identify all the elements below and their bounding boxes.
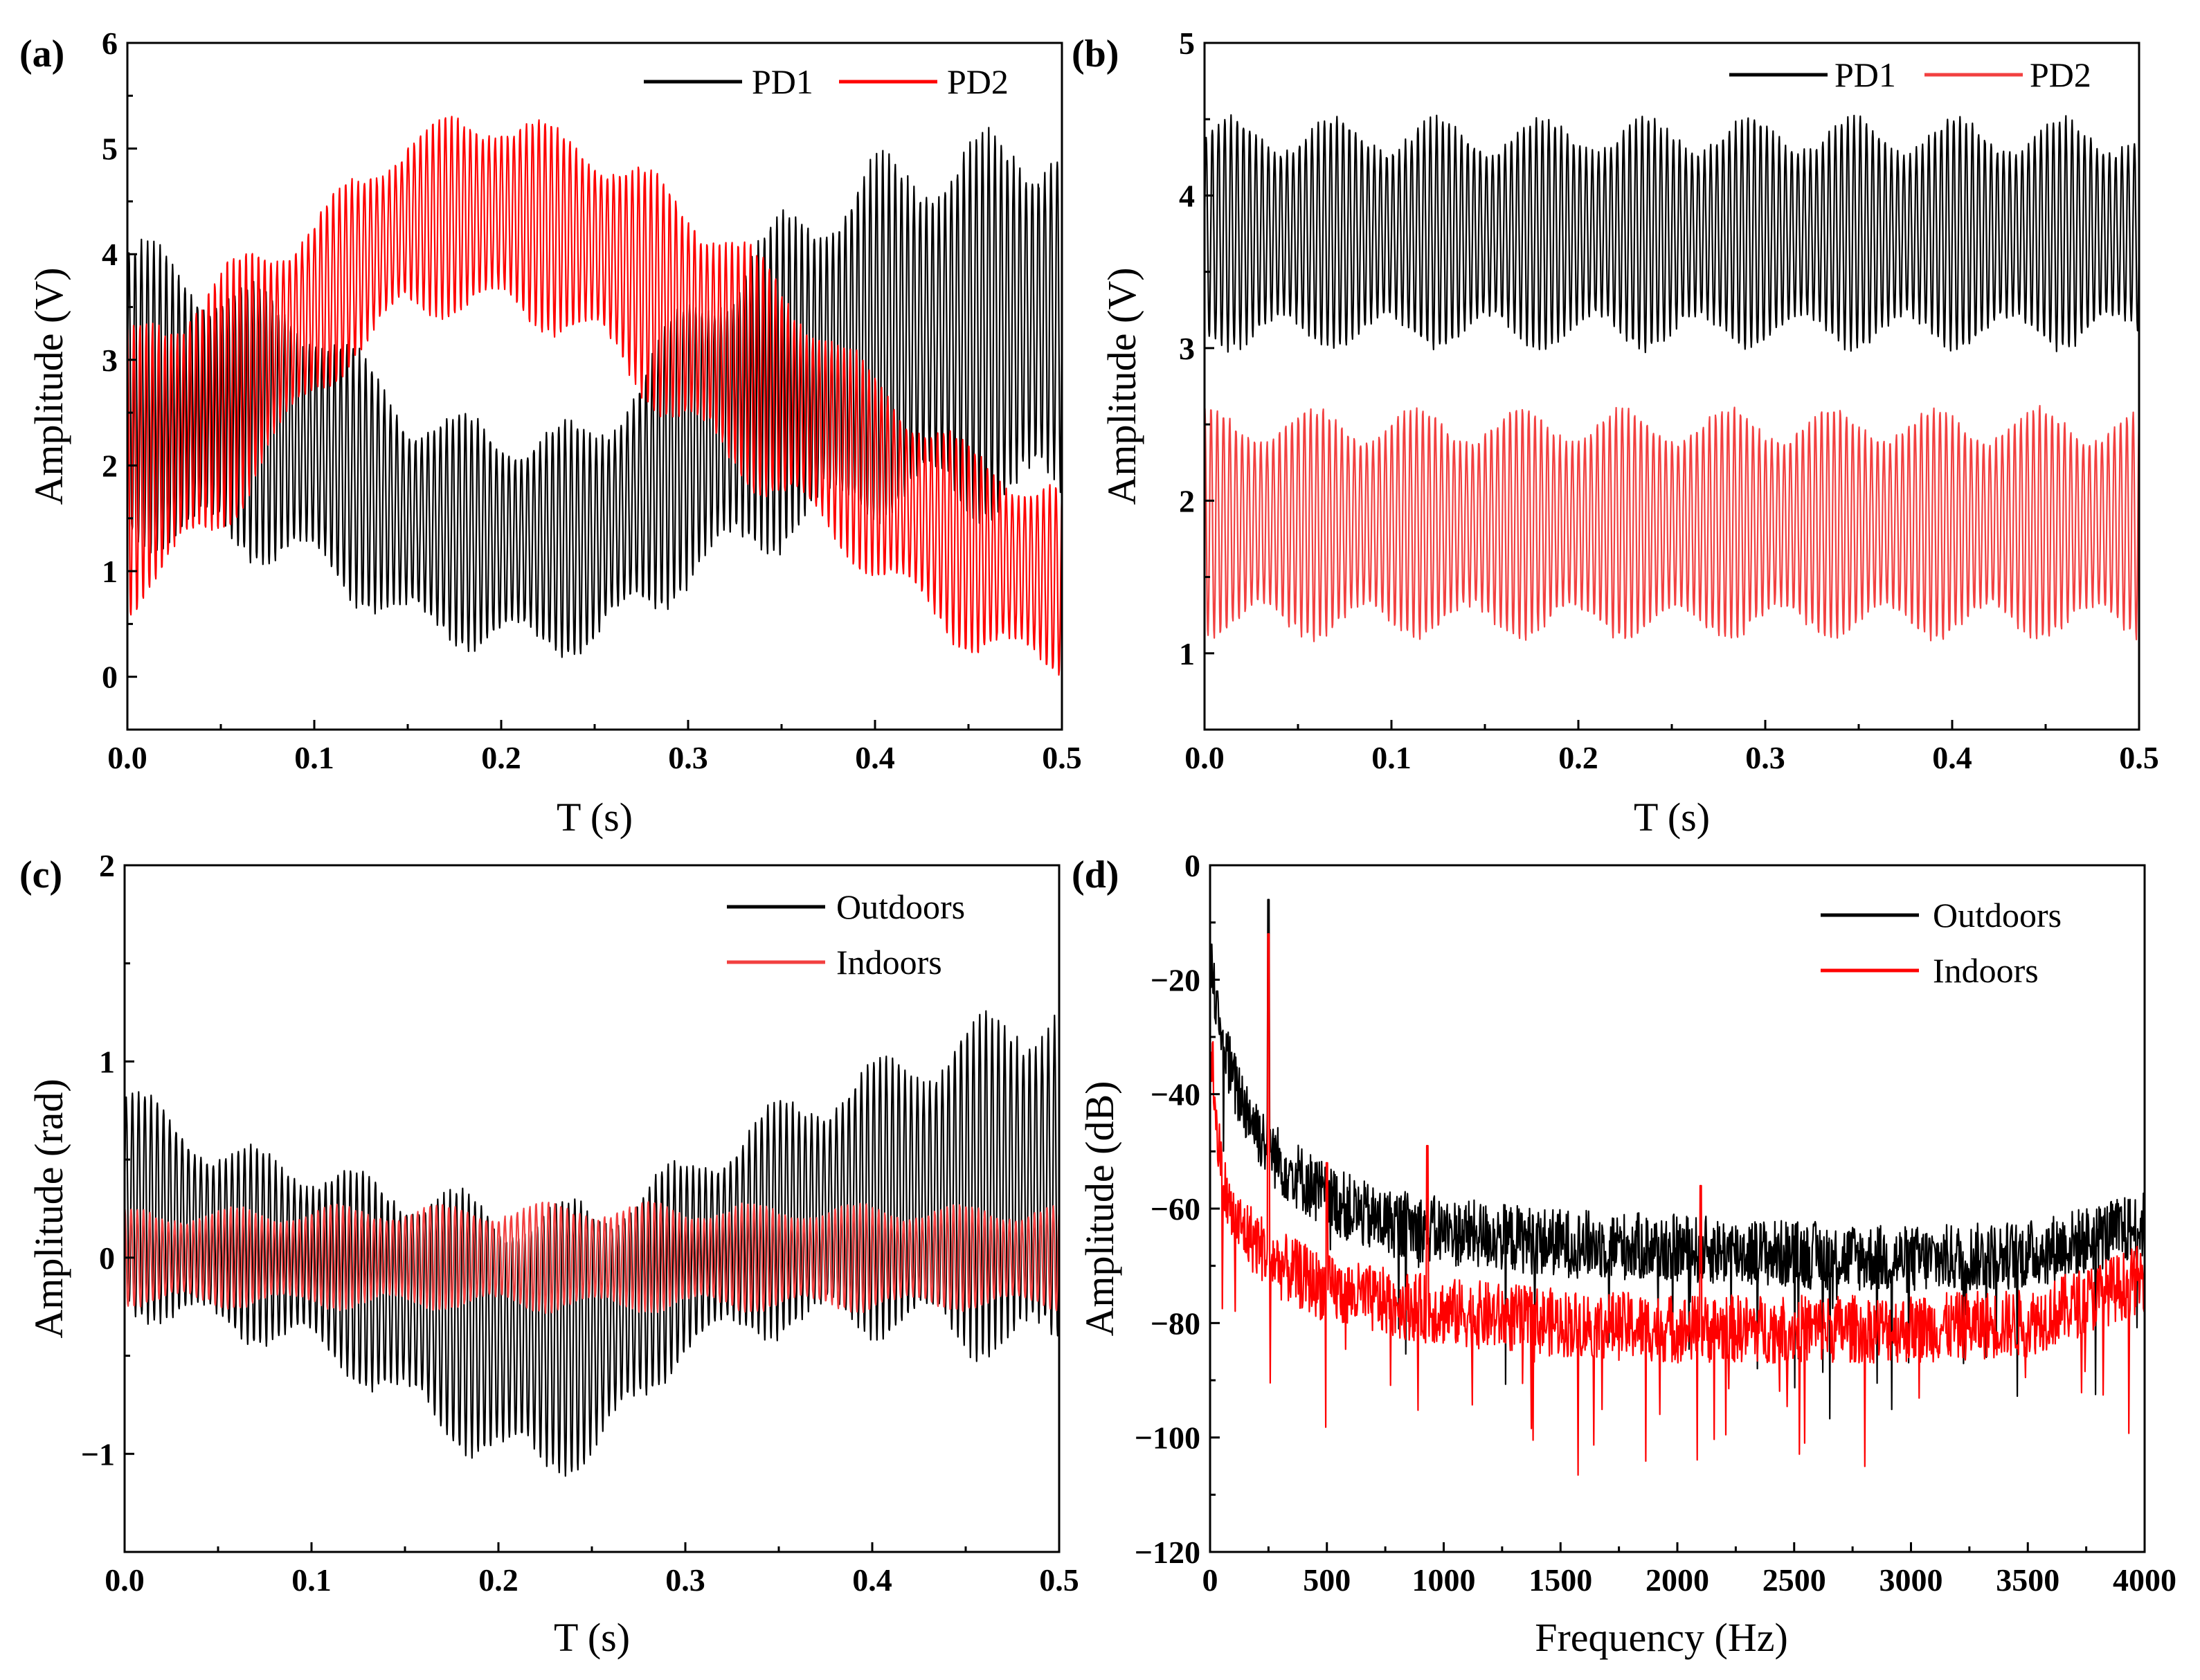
panel-d-label: (d) bbox=[1072, 853, 1119, 896]
x-tick-label: 0.2 bbox=[478, 1562, 519, 1598]
x-tick-label: 0.0 bbox=[1184, 740, 1225, 775]
x-tick-label: 2000 bbox=[1646, 1562, 1709, 1598]
y-tick-label: 4 bbox=[1179, 178, 1195, 213]
panel-d-legend: Outdoors Indoors bbox=[1821, 896, 2062, 990]
panel-b-legend: PD1 PD2 bbox=[1729, 55, 2091, 94]
panel-b-ylabel: Amplitude (V) bbox=[1099, 267, 1144, 505]
x-tick-label: 0.1 bbox=[1371, 740, 1412, 775]
x-tick-label: 500 bbox=[1303, 1562, 1351, 1598]
y-tick-label: −120 bbox=[1135, 1535, 1200, 1570]
y-tick-label: 1 bbox=[99, 1044, 115, 1079]
panel-b-xlabel: T (s) bbox=[1634, 795, 1710, 840]
x-tick-label: 0.3 bbox=[668, 740, 708, 775]
panel-c: 0.0 0.1 0.2 0.3 0.4 0.5 −1 0 1 2 (c) T (s) Amplit… bbox=[19, 848, 1079, 1660]
panel-d-ticks: 0 500 1000 1500 2000 2500 3000 3500 4000 −120 −100… bbox=[1135, 848, 2176, 1598]
legend-label-indoors: Indoors bbox=[836, 943, 942, 982]
panel-a-ticks: 0.0 0.1 0.2 0.3 0.4 0.5 0 1 2 3 4 5 6 bbox=[102, 26, 1082, 775]
panel-a-ylabel: Amplitude (V) bbox=[26, 267, 71, 505]
legend-label-outdoors: Outdoors bbox=[836, 887, 965, 926]
y-tick-label: 3 bbox=[1179, 331, 1195, 366]
y-tick-label: −1 bbox=[81, 1436, 115, 1472]
series-line-outdoors bbox=[125, 1010, 1059, 1477]
x-tick-label: 3000 bbox=[1879, 1562, 1943, 1598]
legend-label-pd2: PD2 bbox=[2030, 55, 2091, 94]
y-tick-label: 0 bbox=[99, 1240, 115, 1276]
y-tick-label: 5 bbox=[1179, 26, 1195, 61]
series-line-pd1 bbox=[1205, 114, 2139, 354]
panel-b: 0.0 0.1 0.2 0.3 0.4 0.5 1 2 3 4 5 (b) T (s) Amplit… bbox=[1072, 26, 2159, 840]
y-tick-label: 1 bbox=[102, 554, 118, 589]
x-tick-label: 0.5 bbox=[2119, 740, 2159, 775]
series-line-pd1 bbox=[127, 127, 1062, 658]
panel-a-traces bbox=[127, 116, 1062, 676]
panel-d-ylabel: Amplitude (dB) bbox=[1077, 1081, 1122, 1337]
x-tick-label: 0.1 bbox=[294, 740, 334, 775]
series-line-pd2 bbox=[1205, 405, 2139, 642]
x-tick-label: 1000 bbox=[1412, 1562, 1476, 1598]
x-tick-label: 4000 bbox=[2113, 1562, 2176, 1598]
x-tick-label: 3500 bbox=[1996, 1562, 2059, 1598]
panel-a: 0.0 0.1 0.2 0.3 0.4 0.5 0 1 2 3 4 5 6 (a) T (s) Ampl… bbox=[19, 26, 1082, 840]
y-tick-label: −80 bbox=[1151, 1306, 1200, 1341]
panel-b-label: (b) bbox=[1072, 33, 1119, 75]
legend-label-pd1: PD1 bbox=[1834, 55, 1896, 94]
legend-label-pd1: PD1 bbox=[752, 62, 813, 101]
x-tick-label: 0.0 bbox=[105, 1562, 145, 1598]
series-line-indoors bbox=[1210, 933, 2145, 1476]
x-tick-label: 0 bbox=[1202, 1562, 1218, 1598]
legend-label-pd2: PD2 bbox=[947, 62, 1009, 101]
x-tick-label: 0.4 bbox=[855, 740, 895, 775]
panel-d: 0 500 1000 1500 2000 2500 3000 3500 4000 −120 −100… bbox=[1072, 848, 2176, 1660]
x-tick-label: 0.3 bbox=[665, 1562, 705, 1598]
panel-c-label: (c) bbox=[19, 853, 62, 896]
panel-d-xlabel: Frequency (Hz) bbox=[1535, 1615, 1788, 1660]
panel-a-label: (a) bbox=[19, 33, 64, 75]
x-tick-label: 0.1 bbox=[291, 1562, 332, 1598]
panel-c-ticks: 0.0 0.1 0.2 0.3 0.4 0.5 −1 0 1 2 bbox=[81, 848, 1079, 1598]
panel-c-ylabel: Amplitude (rad) bbox=[26, 1078, 71, 1338]
y-tick-label: 5 bbox=[102, 132, 118, 167]
y-tick-label: −60 bbox=[1151, 1191, 1200, 1227]
y-tick-label: 2 bbox=[99, 848, 115, 883]
series-line-pd2 bbox=[127, 116, 1062, 676]
panel-b-ticks: 0.0 0.1 0.2 0.3 0.4 0.5 1 2 3 4 5 bbox=[1179, 26, 2159, 775]
panel-c-traces bbox=[125, 1010, 1059, 1477]
y-tick-label: 0 bbox=[1184, 848, 1200, 883]
x-tick-label: 0.3 bbox=[1745, 740, 1785, 775]
y-tick-label: −100 bbox=[1135, 1420, 1200, 1456]
y-tick-label: 2 bbox=[1179, 483, 1195, 518]
y-tick-label: 1 bbox=[1179, 636, 1195, 671]
y-tick-label: −40 bbox=[1151, 1077, 1200, 1112]
x-tick-label: 0.2 bbox=[1558, 740, 1598, 775]
x-tick-label: 0.4 bbox=[1932, 740, 1972, 775]
x-tick-label: 1500 bbox=[1529, 1562, 1592, 1598]
x-tick-label: 0.0 bbox=[107, 740, 147, 775]
legend-label-outdoors: Outdoors bbox=[1933, 896, 2062, 934]
panel-c-xlabel: T (s) bbox=[554, 1615, 630, 1660]
panel-a-xlabel: T (s) bbox=[557, 795, 633, 840]
series-line-outdoors bbox=[1210, 898, 2145, 1420]
x-tick-label: 2500 bbox=[1762, 1562, 1826, 1598]
legend-label-indoors: Indoors bbox=[1933, 951, 2039, 990]
y-tick-label: 6 bbox=[102, 26, 118, 61]
x-tick-label: 0.5 bbox=[1042, 740, 1082, 775]
x-tick-label: 0.4 bbox=[852, 1562, 892, 1598]
y-tick-label: 4 bbox=[102, 237, 118, 272]
panel-a-legend: PD1 PD2 bbox=[644, 62, 1009, 101]
panel-c-legend: Outdoors Indoors bbox=[727, 887, 965, 982]
y-tick-label: 0 bbox=[102, 660, 118, 695]
panel-d-traces bbox=[1210, 898, 2145, 1476]
y-tick-label: −20 bbox=[1151, 962, 1200, 997]
x-tick-label: 0.2 bbox=[481, 740, 521, 775]
y-tick-label: 2 bbox=[102, 448, 118, 483]
x-tick-label: 0.5 bbox=[1039, 1562, 1079, 1598]
y-tick-label: 3 bbox=[102, 343, 118, 378]
panel-b-traces bbox=[1205, 114, 2139, 642]
series-line-indoors bbox=[125, 1201, 1059, 1315]
